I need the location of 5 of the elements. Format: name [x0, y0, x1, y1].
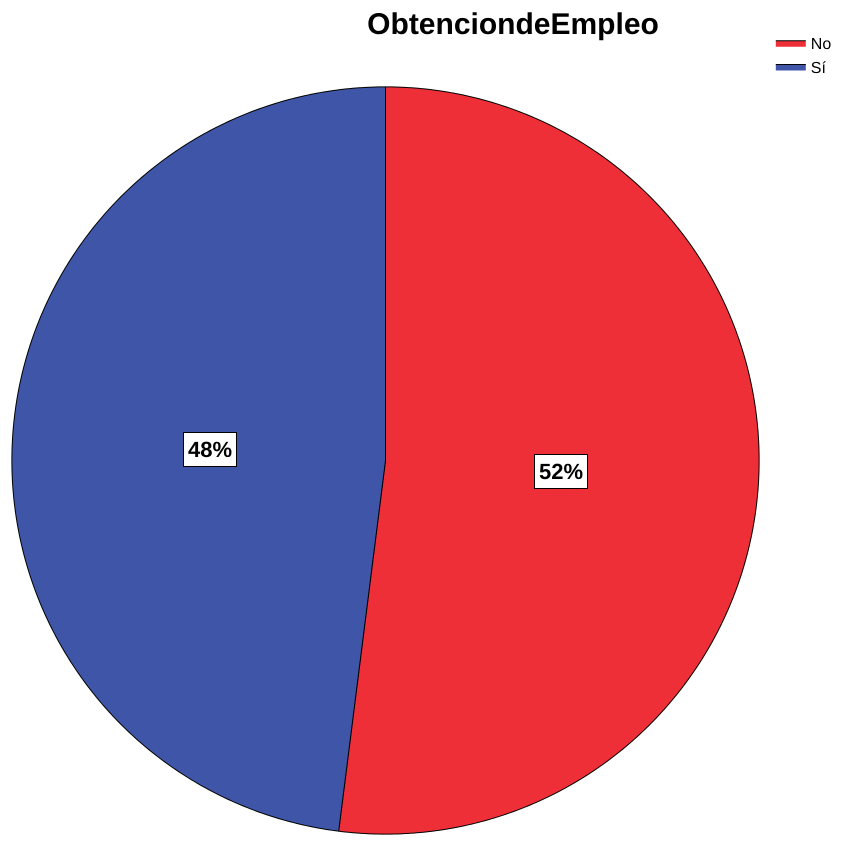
data-label: 48% — [188, 437, 232, 462]
legend-label: No — [810, 36, 832, 53]
data-label: 52% — [539, 459, 584, 484]
chart-title: ObtenciondeEmpleo — [367, 8, 659, 41]
legend-label: Sí — [810, 60, 826, 77]
